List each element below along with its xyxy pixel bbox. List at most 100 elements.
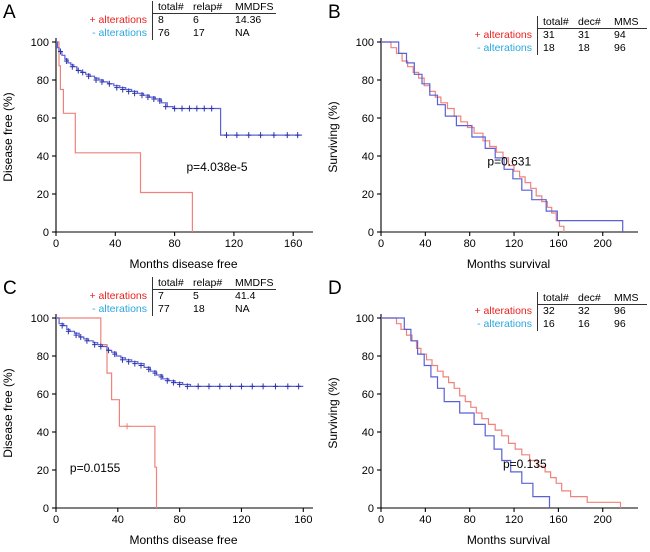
svg-text:80: 80 [37, 75, 49, 87]
x-axis-label: Months disease free [129, 533, 237, 547]
svg-text:40: 40 [362, 427, 374, 439]
svg-text:40: 40 [109, 238, 121, 250]
y-axis-label: Surviving (%) [326, 101, 340, 172]
panel-d-stats-table: total# dec# MMS + alterations 32 32 96 - altera… [471, 292, 647, 331]
svg-text:60: 60 [37, 389, 49, 401]
x-axis-label: Months survival [467, 257, 550, 271]
axes [52, 38, 313, 236]
svg-text:160: 160 [549, 514, 567, 526]
svg-text:40: 40 [362, 151, 374, 163]
tick-labels: 0 40 80 120 160 0 20 40 60 80 100 [31, 37, 303, 250]
svg-text:0: 0 [378, 238, 384, 250]
series-label: + alterations [89, 14, 148, 26]
table-value: 76 [152, 27, 188, 40]
svg-text:160: 160 [284, 238, 302, 250]
svg-text:120: 120 [225, 238, 243, 250]
svg-text:200: 200 [594, 514, 612, 526]
series-minus-alterations-curve [56, 317, 304, 387]
table-header: total# [152, 277, 188, 290]
svg-text:40: 40 [37, 427, 49, 439]
svg-text:0: 0 [43, 227, 49, 239]
table-header: relap# [188, 277, 230, 290]
series-label: + alterations [474, 29, 533, 41]
table-value: 7 [152, 290, 188, 303]
axes [377, 38, 638, 236]
p-value-label: p=4.038e-5 [186, 160, 247, 174]
svg-text:80: 80 [168, 238, 180, 250]
series-plus-alterations-curve [56, 41, 193, 232]
table-header: MMDFS [230, 1, 276, 14]
p-value-label: p=0.0155 [70, 461, 121, 475]
panel-a-km-plot: 0 40 80 120 160 0 20 40 60 80 100 Months disease fr… [1, 37, 313, 271]
tick-labels: 0 40 80 120 160 200 0 20 40 60 80 100 [356, 37, 612, 250]
table-value: 77 [152, 303, 188, 316]
svg-text:160: 160 [294, 514, 312, 526]
series-minus-alterations-curve [381, 317, 551, 508]
table-header: relap# [188, 1, 230, 14]
svg-text:40: 40 [112, 514, 124, 526]
table-corner [86, 277, 152, 290]
panel-c-stats-table: total# relap# MMDFS + alterations 7 5 41.4 - al… [86, 277, 276, 316]
panel-b-letter: B [328, 2, 341, 23]
svg-text:80: 80 [464, 514, 476, 526]
table-value: 14.36 [235, 14, 262, 26]
svg-text:80: 80 [362, 351, 374, 363]
panel-a-stats-table: total# relap# MMDFS + alterations 8 6 14.36 - a… [86, 1, 276, 40]
svg-text:20: 20 [362, 189, 374, 201]
table-value: 41.4 [235, 290, 256, 302]
svg-text:20: 20 [37, 465, 49, 477]
tick-labels: 0 40 80 120 160 0 20 40 60 80 100 [31, 313, 313, 526]
svg-text:60: 60 [362, 389, 374, 401]
series-minus-alterations-censor-marks [59, 322, 302, 390]
svg-text:40: 40 [419, 238, 431, 250]
table-value: 16 [578, 318, 590, 330]
panel-d-letter: D [328, 278, 342, 299]
table-header: total# [537, 292, 573, 305]
table-header: MMDFS [230, 277, 276, 290]
panel-c: C 0 40 80 120 160 0 20 40 60 80 100 Months disease … [0, 276, 325, 552]
svg-text:0: 0 [378, 514, 384, 526]
y-axis-label: Surviving (%) [326, 377, 340, 448]
svg-text:40: 40 [37, 151, 49, 163]
svg-text:200: 200 [594, 238, 612, 250]
svg-text:0: 0 [53, 238, 59, 250]
series-label: + alterations [89, 290, 148, 302]
series-label: - alterations [92, 303, 147, 315]
axes [52, 314, 313, 512]
x-axis-label: Months disease free [129, 257, 237, 271]
series-plus-alterations-censor-marks [124, 423, 130, 430]
svg-text:60: 60 [362, 113, 374, 125]
table-value: 94 [614, 29, 626, 41]
table-value: 32 [537, 305, 573, 318]
svg-text:100: 100 [356, 37, 374, 49]
svg-text:0: 0 [53, 514, 59, 526]
svg-text:100: 100 [31, 313, 49, 325]
table-value: 31 [537, 29, 573, 42]
series-label: - alterations [477, 42, 532, 54]
p-value-label: p=0.135 [503, 457, 547, 471]
axes [377, 314, 638, 512]
svg-text:80: 80 [362, 75, 374, 87]
table-corner [471, 292, 537, 305]
svg-text:80: 80 [37, 351, 49, 363]
table-value: NA [235, 27, 250, 39]
table-header: dec# [573, 292, 609, 305]
series-plus-alterations-curve [381, 317, 622, 508]
y-axis-label: Disease free (%) [1, 368, 15, 457]
series-label: + alterations [474, 305, 533, 317]
svg-text:20: 20 [362, 465, 374, 477]
svg-text:0: 0 [43, 503, 49, 515]
table-value: 17 [193, 27, 205, 39]
panel-a: A 0 40 80 120 160 0 20 40 60 80 100 Months disease … [0, 0, 325, 276]
table-value: 18 [193, 303, 205, 315]
table-value: NA [235, 303, 250, 315]
panel-d-km-plot: 0 40 80 120 160 200 0 20 40 60 80 100 Months surviva… [326, 313, 638, 547]
series-minus-alterations-curve [56, 41, 303, 136]
table-value: 31 [578, 29, 590, 41]
svg-text:60: 60 [37, 113, 49, 125]
svg-text:100: 100 [31, 37, 49, 49]
svg-text:160: 160 [549, 238, 567, 250]
y-axis-label: Disease free (%) [1, 92, 15, 181]
svg-text:100: 100 [356, 313, 374, 325]
